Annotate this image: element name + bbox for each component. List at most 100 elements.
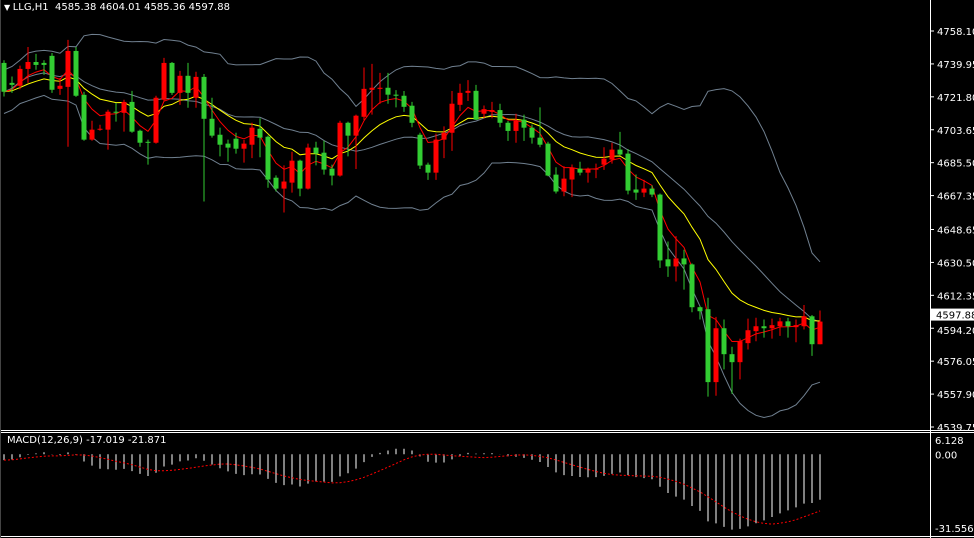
candle-body xyxy=(49,55,55,90)
candle xyxy=(425,162,431,180)
candle xyxy=(313,141,319,166)
candle xyxy=(697,305,703,320)
triangle-down-icon[interactable]: ▼ xyxy=(4,3,13,12)
price-tick-label: 4648.65 xyxy=(937,225,974,236)
candle xyxy=(25,46,31,83)
candle xyxy=(57,77,63,95)
candle-body xyxy=(657,194,663,261)
candle xyxy=(761,319,767,338)
candle xyxy=(545,141,551,177)
macd-tick-label: 0.00 xyxy=(935,450,957,461)
candles xyxy=(1,39,823,397)
candle xyxy=(417,132,423,170)
candle xyxy=(705,297,711,397)
candle-body xyxy=(809,316,815,345)
candle xyxy=(81,91,87,141)
candle xyxy=(521,114,527,141)
candle xyxy=(577,161,583,176)
candle xyxy=(321,140,327,175)
candle-body xyxy=(81,94,87,140)
candle-body xyxy=(369,87,375,90)
candle-body xyxy=(761,326,767,329)
candle-body xyxy=(353,115,359,136)
candle xyxy=(137,129,143,147)
candle-body xyxy=(393,94,399,96)
candle-body xyxy=(545,143,551,176)
candle xyxy=(817,310,823,345)
candle xyxy=(401,91,407,112)
macd-tick-label: 6.128 xyxy=(935,436,964,447)
candle xyxy=(209,97,215,138)
candle xyxy=(473,84,479,121)
bollinger-middle-line xyxy=(3,72,821,323)
candle-body xyxy=(625,153,631,191)
candle-body xyxy=(721,328,727,355)
candle xyxy=(289,151,295,193)
candle-body xyxy=(377,87,383,89)
candle-body xyxy=(153,97,159,143)
candle xyxy=(505,120,511,141)
candle xyxy=(217,127,223,157)
candle-body xyxy=(537,137,543,145)
price-tick-label: 4539.75 xyxy=(937,423,974,434)
candle xyxy=(513,113,519,143)
candle-body xyxy=(345,122,351,136)
price-tick-label: 4594.20 xyxy=(937,326,974,337)
candle xyxy=(329,164,335,186)
candle-body xyxy=(105,111,111,130)
candle-body xyxy=(177,75,183,93)
bollinger-lower-line xyxy=(3,94,821,419)
candle xyxy=(737,338,743,380)
candle-body xyxy=(609,149,615,160)
candle xyxy=(177,70,183,105)
candle xyxy=(17,65,23,90)
candle xyxy=(273,175,279,192)
candle xyxy=(561,166,567,197)
candle xyxy=(377,72,383,104)
candle xyxy=(497,103,503,128)
price-tick-label: 4612.35 xyxy=(937,291,974,302)
candle xyxy=(73,46,79,97)
candle-body xyxy=(769,325,775,329)
candle xyxy=(361,67,367,121)
candle xyxy=(745,318,751,350)
candle-body xyxy=(313,147,319,154)
candle-body xyxy=(137,130,143,143)
candle xyxy=(65,39,71,147)
candle-body xyxy=(777,321,783,327)
macd-tick-label: -31.556 xyxy=(935,524,974,535)
candle xyxy=(625,149,631,195)
candle xyxy=(305,143,311,190)
candle-body xyxy=(65,50,71,87)
candle xyxy=(385,72,391,104)
candle-body xyxy=(697,307,703,312)
candle-body xyxy=(193,76,199,98)
candle-body xyxy=(601,158,607,165)
bollinger-bands xyxy=(3,33,821,419)
candle-body xyxy=(529,127,535,138)
candle-body xyxy=(113,111,119,113)
candle-body xyxy=(649,188,655,195)
candle-body xyxy=(425,164,431,173)
bollinger-upper-line xyxy=(3,33,821,263)
candle xyxy=(729,346,735,394)
candle xyxy=(633,174,639,200)
candle-body xyxy=(57,85,63,89)
candle xyxy=(409,101,415,128)
candle xyxy=(265,135,271,188)
candle xyxy=(681,249,687,290)
candle xyxy=(809,315,815,356)
candle-body xyxy=(817,321,823,345)
candle xyxy=(801,305,807,330)
candle-body xyxy=(553,174,559,192)
candle-body xyxy=(401,95,407,107)
candle-body xyxy=(361,88,367,117)
candle xyxy=(41,60,47,75)
candle-body xyxy=(633,189,639,193)
candle-body xyxy=(753,326,759,332)
symbol-label: LLG,H1 xyxy=(12,2,49,13)
candle-body xyxy=(745,330,751,344)
price-tick-label: 4721.80 xyxy=(937,93,974,104)
candle xyxy=(393,90,399,108)
